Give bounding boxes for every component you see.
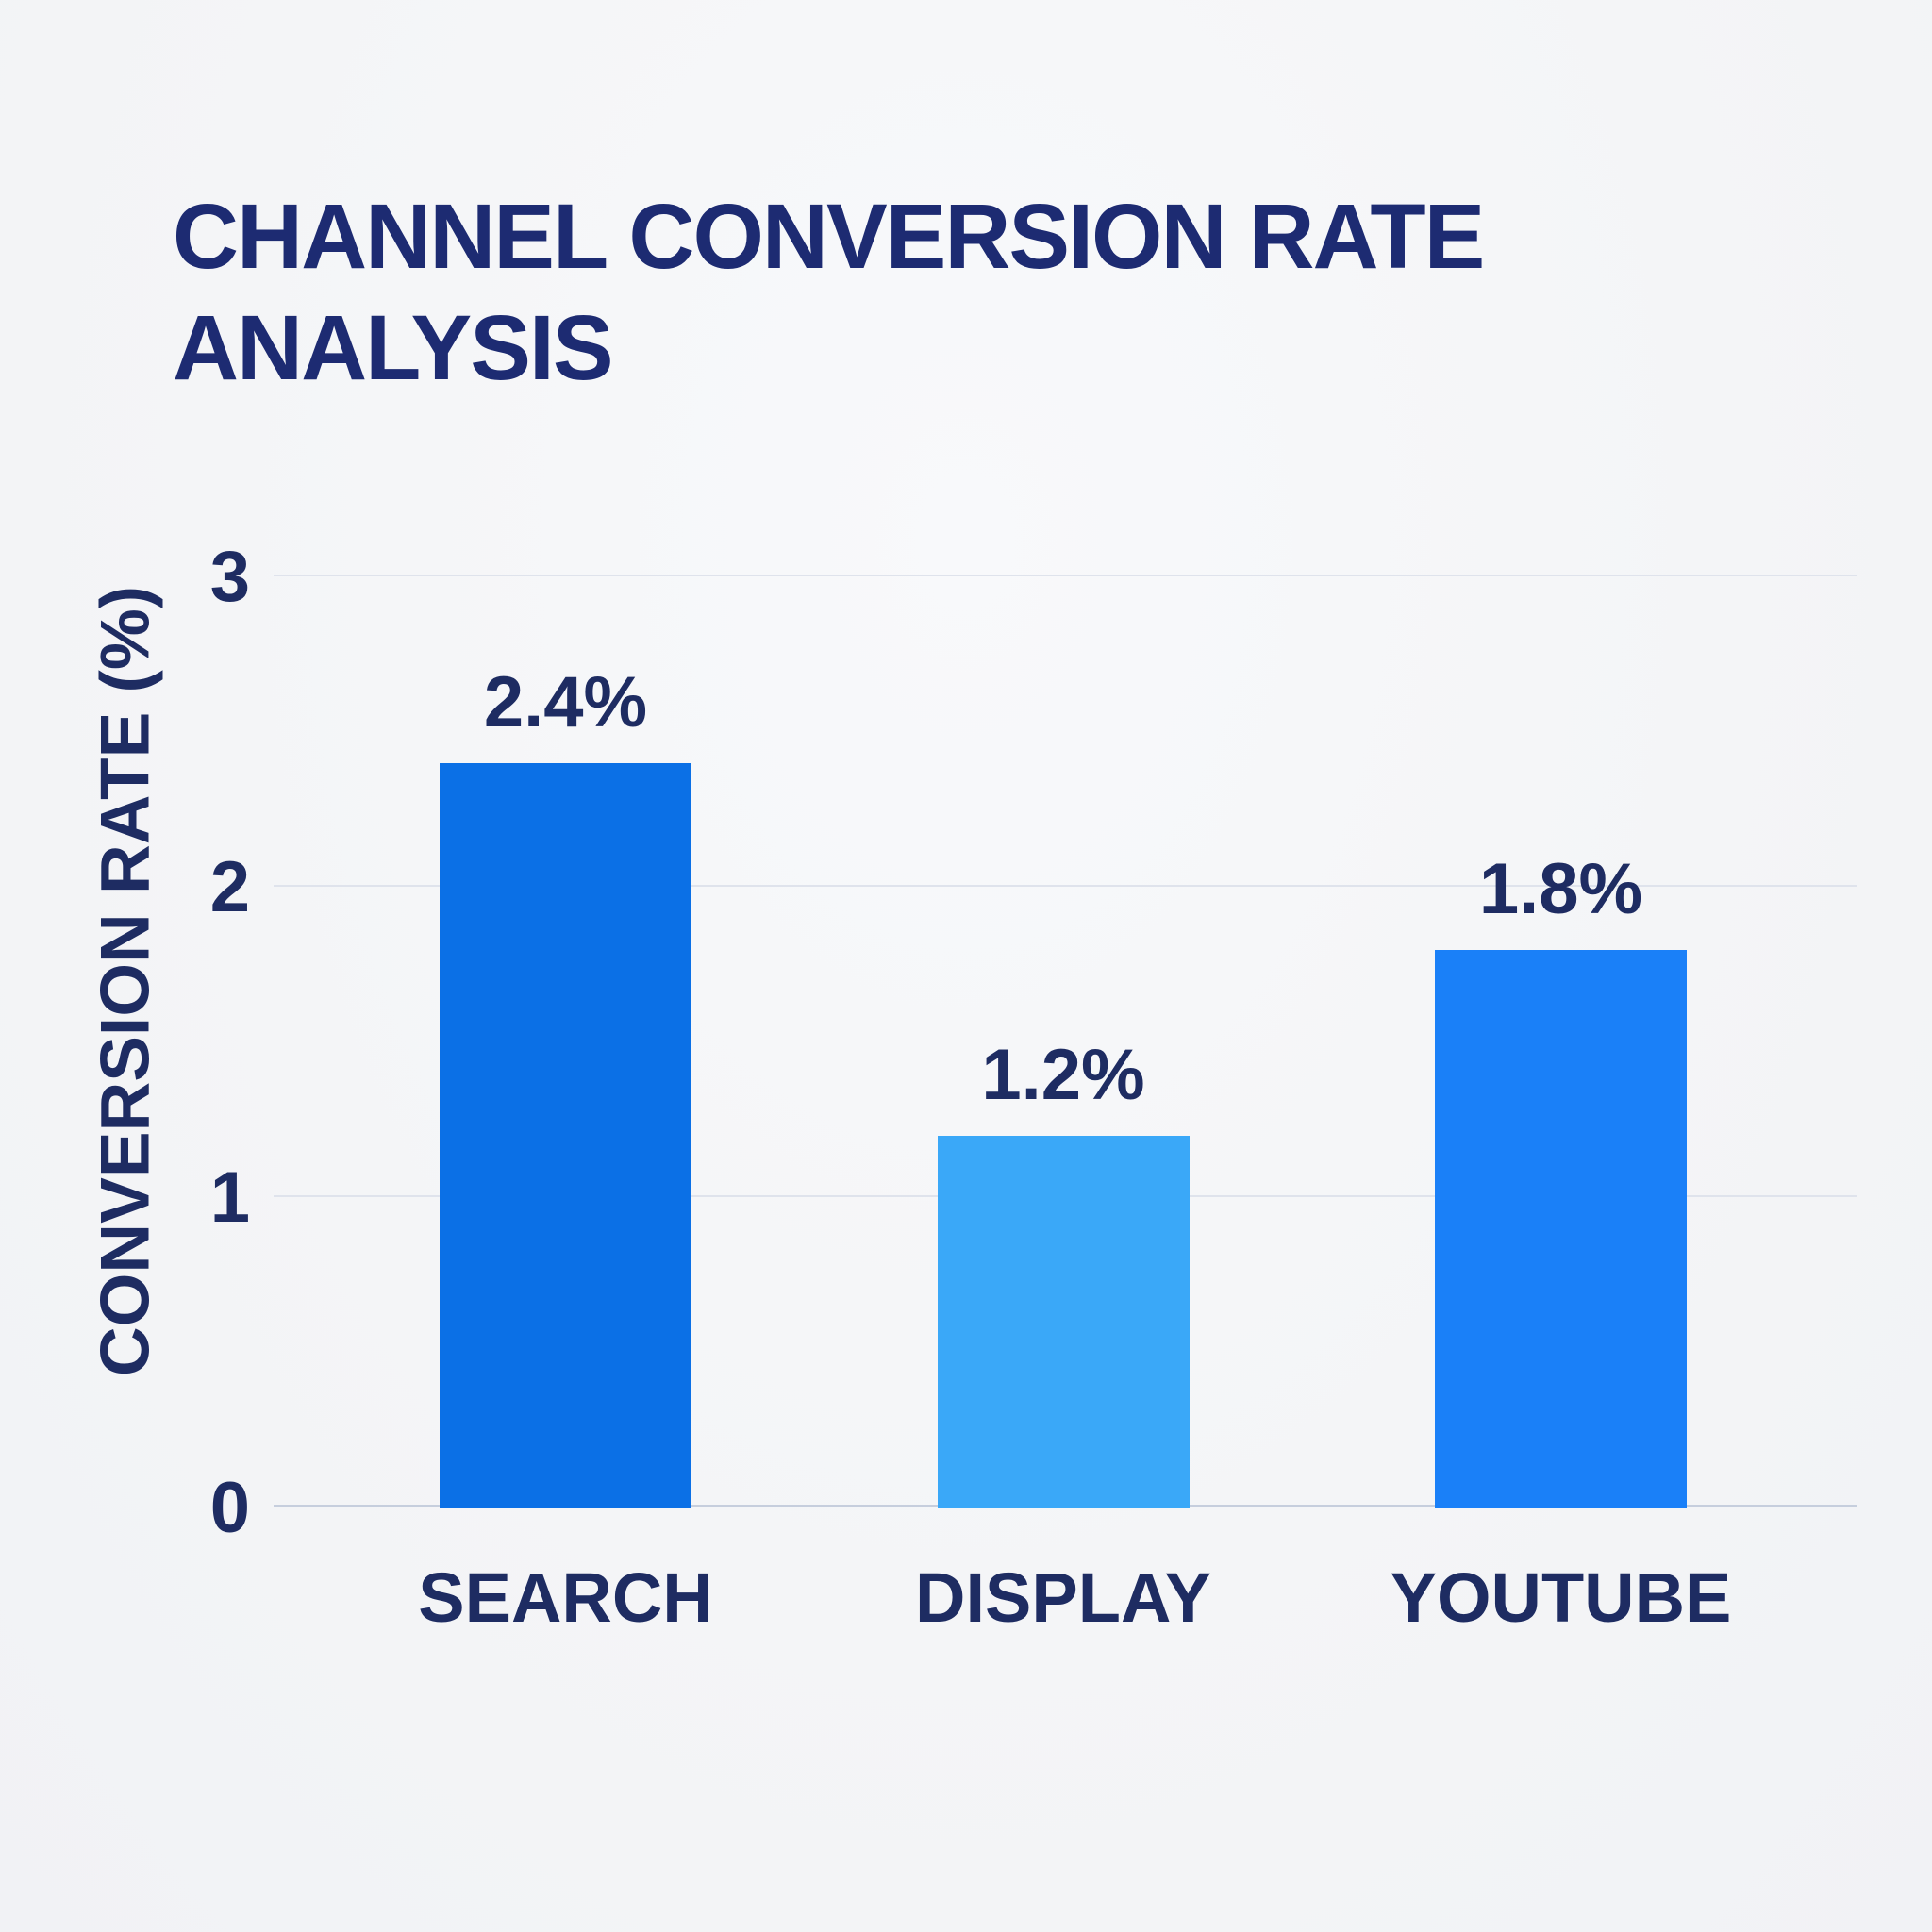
bar-search [440,763,691,1508]
y-axis-label: CONVERSION RATE (%) [87,585,164,1377]
x-axis-label-display: DISPLAY [915,1558,1211,1637]
x-axis-label-search: SEARCH [418,1558,713,1637]
bars-row: 2.4% SEARCH 1.2% DISPLAY 1.8% YOUTUBE [274,577,1857,1633]
bar-slot-search: 2.4% SEARCH [418,577,712,1633]
x-axis-label-youtube: YOUTUBE [1390,1558,1732,1637]
y-tick-label-1: 1 [209,1158,250,1238]
bar-slot-display: 1.2% DISPLAY [915,577,1211,1633]
y-tick-label-2: 2 [209,847,250,927]
gridline-y-3 [274,575,1857,576]
y-tick-label-3: 3 [209,537,250,617]
bar-display [937,1136,1190,1508]
chart-title: CHANNEL CONVERSION RATE ANALYSIS [173,185,1485,400]
gridline-y-2 [274,885,1857,887]
bar-youtube [1435,949,1687,1508]
y-tick-label-0: 0 [209,1468,250,1548]
plot-area: 2.4% SEARCH 1.2% DISPLAY 1.8% YOUTUBE [274,575,1857,1633]
bar-value-label-youtube: 1.8% [1478,848,1643,929]
bar-value-label-display: 1.2% [981,1035,1145,1116]
bar-slot-youtube: 1.8% YOUTUBE [1391,577,1732,1632]
bar-value-label-search: 2.4% [483,662,648,743]
